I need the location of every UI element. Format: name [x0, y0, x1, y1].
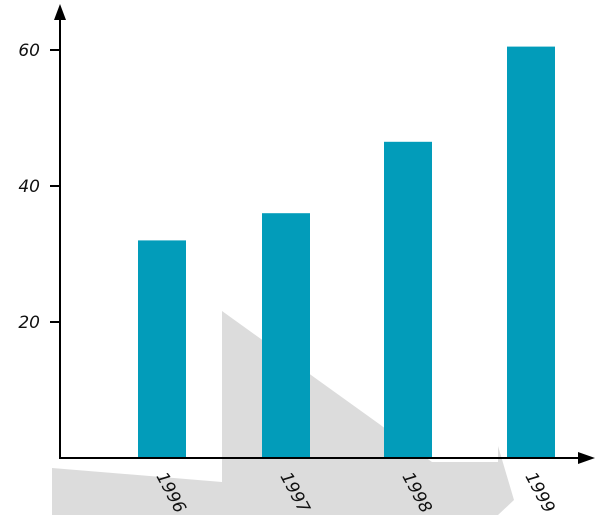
y-ticks-group: 20 40 60 — [18, 41, 60, 333]
bar-1997 — [262, 213, 310, 458]
bar-1996 — [138, 240, 186, 458]
y-axis-arrow-icon — [54, 4, 66, 20]
bars-group — [138, 46, 555, 459]
bar-1998 — [384, 141, 432, 459]
y-tick-label: 40 — [18, 177, 40, 197]
bar-1999 — [507, 46, 555, 458]
x-axis-arrow-icon — [578, 452, 595, 464]
y-tick-label: 20 — [18, 313, 40, 333]
x-category-label: 1999 — [521, 469, 559, 515]
y-tick-label: 60 — [18, 41, 40, 61]
